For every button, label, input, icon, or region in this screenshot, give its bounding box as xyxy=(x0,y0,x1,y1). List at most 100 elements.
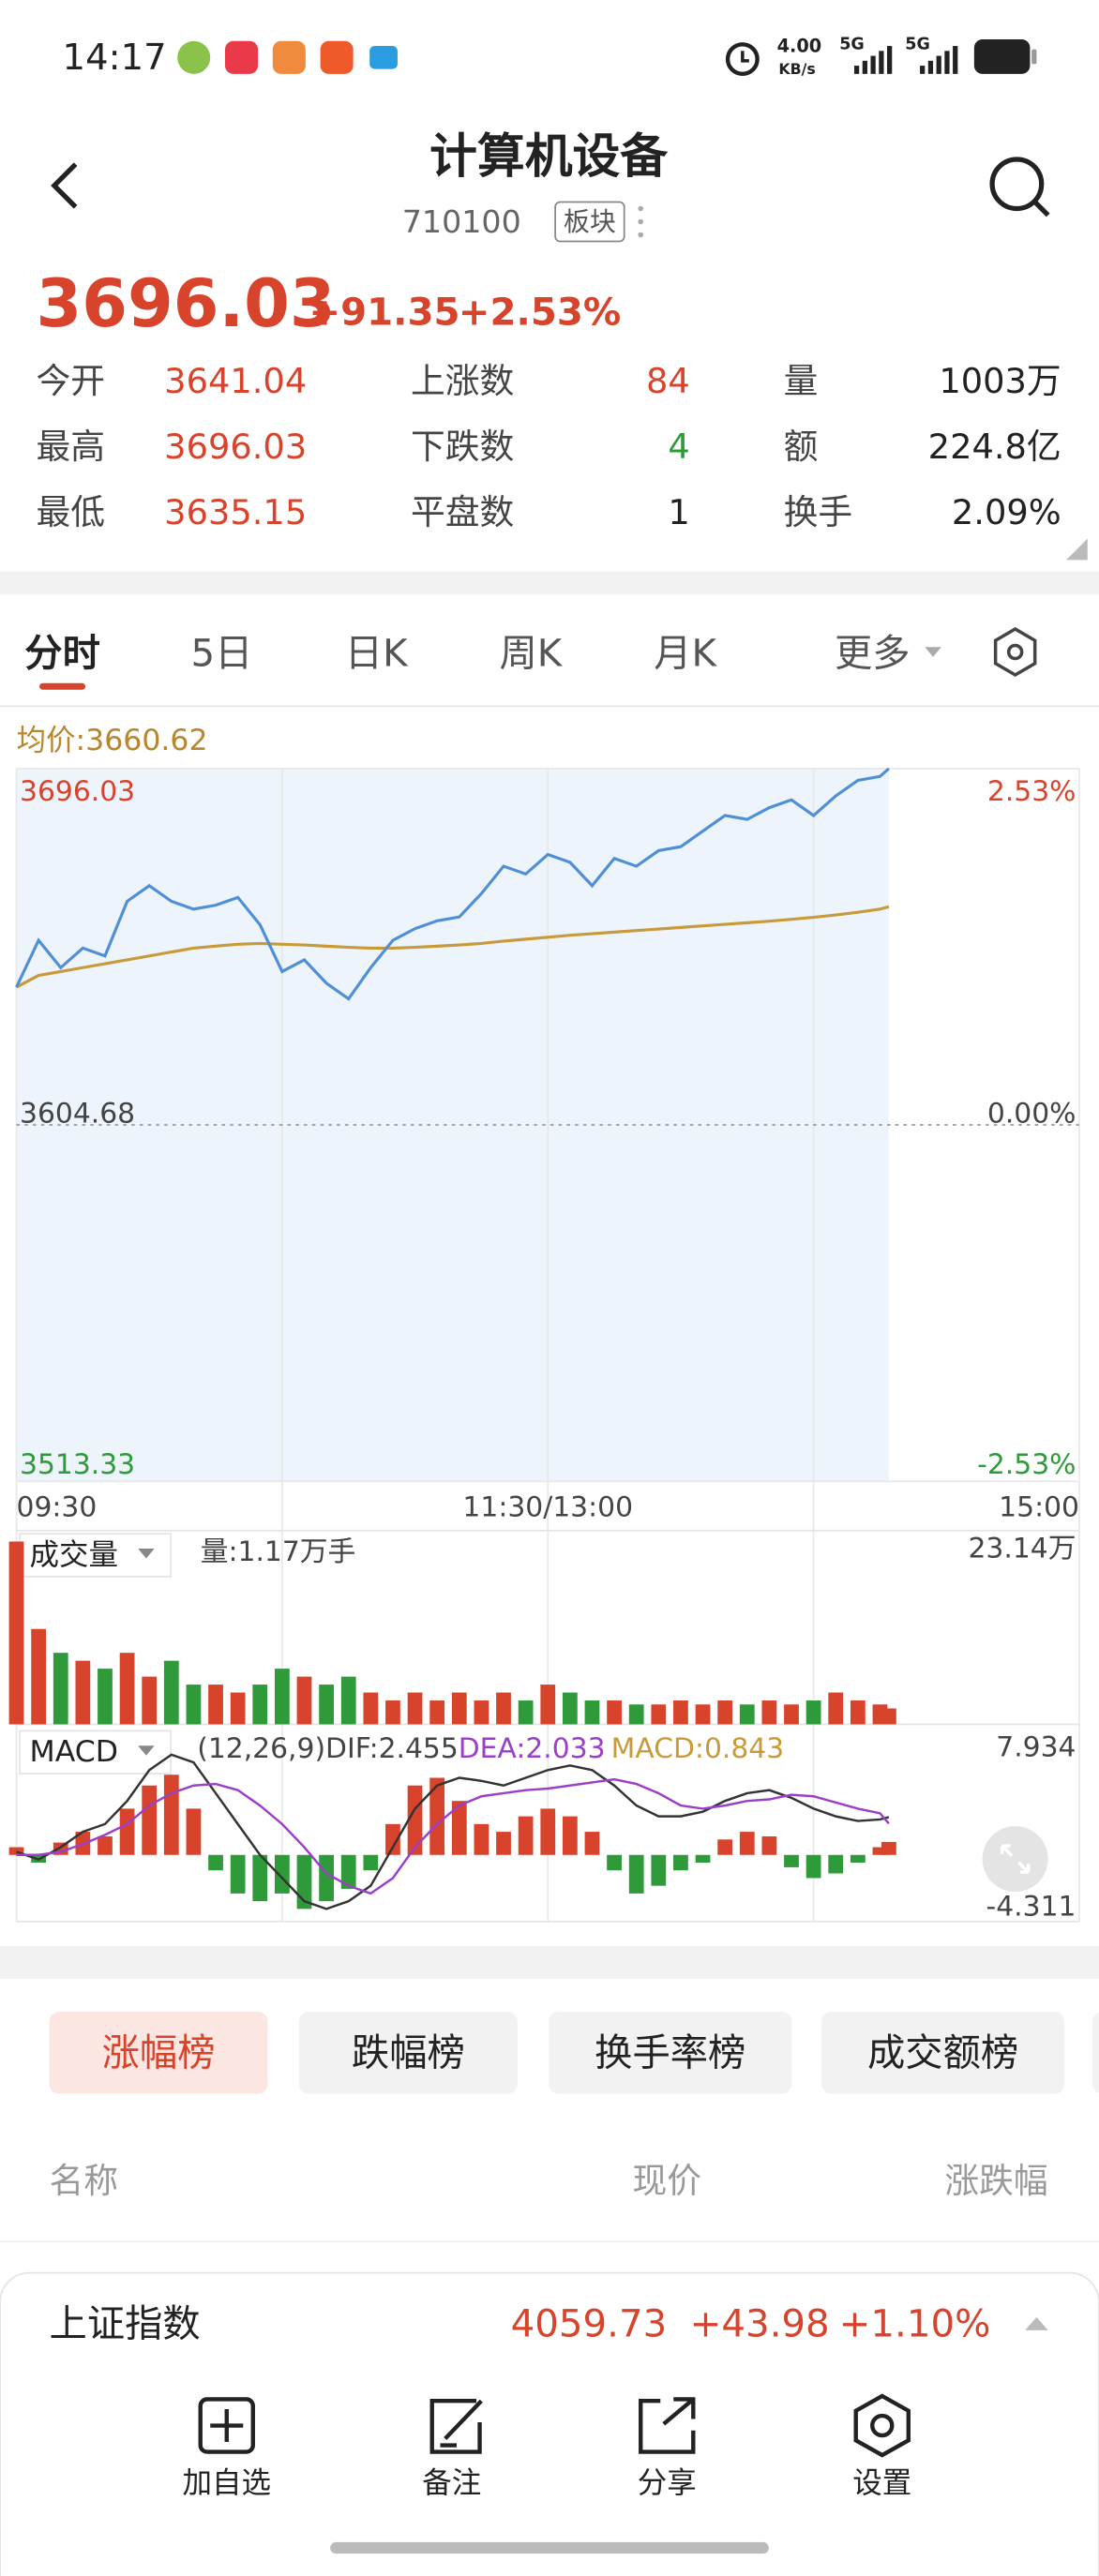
column-header: 现价 xyxy=(632,2161,701,2201)
volume-bar xyxy=(518,1700,534,1725)
volume-bar xyxy=(429,1700,445,1725)
volume-bar xyxy=(340,1676,356,1725)
volume-bar xyxy=(673,1700,688,1725)
price-change: +91.35 xyxy=(309,290,459,334)
volume-bar xyxy=(828,1692,844,1725)
y2-tick-label: -2.53% xyxy=(977,1448,1076,1481)
share-icon[interactable] xyxy=(639,2397,696,2454)
fullscreen-icon xyxy=(1000,1844,1031,1874)
rank-button[interactable] xyxy=(820,2012,1065,2094)
tab[interactable]: 日K xyxy=(345,632,409,676)
settings-icon-core xyxy=(1006,643,1024,661)
macd-bar xyxy=(275,1854,290,1894)
separator xyxy=(0,1945,1099,1980)
macd-bar xyxy=(628,1854,644,1894)
volume-bar xyxy=(540,1685,556,1725)
settings-icon[interactable] xyxy=(853,2393,911,2458)
clock: 14:17 xyxy=(63,37,167,79)
volume-bar xyxy=(628,1704,644,1725)
bottom-sheet xyxy=(0,2271,1099,2576)
y-tick-label: 3513.33 xyxy=(20,1448,135,1481)
search-button[interactable] xyxy=(989,157,1050,217)
volume-bar xyxy=(784,1704,799,1725)
macd-bar xyxy=(319,1854,334,1902)
volume-bar xyxy=(761,1700,777,1725)
tab[interactable]: 5日 xyxy=(191,632,253,676)
network-label: 5G xyxy=(905,35,930,53)
back-button[interactable] xyxy=(51,162,78,209)
macd-bar xyxy=(142,1785,158,1855)
avg-price: 均价:3660.62 xyxy=(17,724,208,757)
dea-line xyxy=(16,1777,890,1895)
rank-button[interactable] xyxy=(298,2012,518,2094)
column-header: 名称 xyxy=(50,2161,119,2201)
macd-bar xyxy=(850,1854,866,1863)
macd-bar xyxy=(429,1777,445,1855)
macd-bar xyxy=(828,1854,844,1874)
rank-button[interactable] xyxy=(549,2012,792,2094)
macd-bar xyxy=(451,1801,467,1855)
index-change-pct: +1.10% xyxy=(839,2301,991,2345)
macd-bar xyxy=(761,1836,777,1855)
volume-bar xyxy=(75,1660,91,1725)
collapse-arrow[interactable] xyxy=(1025,2316,1048,2330)
stat-label: 量 xyxy=(784,361,819,401)
macd-params: (12,26,9)DIF:2.455 xyxy=(197,1732,459,1765)
last-price: 3696.03 xyxy=(37,265,336,342)
more-dots[interactable] xyxy=(638,205,644,238)
macd-bar xyxy=(363,1854,379,1871)
action-label[interactable]: 分享 xyxy=(638,2466,697,2500)
rank-button[interactable] xyxy=(1091,2012,1099,2094)
stat-value: 1003万 xyxy=(939,361,1061,401)
macd-bar xyxy=(208,1854,223,1871)
volume-label: 成交量 xyxy=(30,1538,119,1572)
macd-bar xyxy=(805,1854,821,1879)
stat-label: 平盘数 xyxy=(411,492,514,532)
rank-button-label[interactable]: 涨幅榜 xyxy=(102,2030,216,2074)
action-label[interactable]: 设置 xyxy=(852,2466,911,2500)
settings-icon[interactable] xyxy=(993,626,1037,678)
page-title: 计算机设备 xyxy=(429,128,669,184)
note-icon[interactable] xyxy=(429,2399,483,2454)
x-tick-label: 15:00 xyxy=(999,1491,1079,1524)
add-watch-icon[interactable] xyxy=(198,2397,255,2454)
volume-bar xyxy=(584,1700,600,1725)
y2-tick-label: 0.00% xyxy=(987,1097,1076,1130)
tab[interactable]: 周K xyxy=(500,632,564,676)
macd-bar xyxy=(651,1854,667,1886)
volume-bar xyxy=(562,1692,578,1725)
stat-label: 今开 xyxy=(37,361,106,401)
volume-bar xyxy=(230,1692,246,1725)
volume-bar xyxy=(8,1541,24,1725)
stat-label: 下跌数 xyxy=(411,427,514,467)
volume-bar xyxy=(739,1704,755,1725)
stat-value: 1 xyxy=(668,492,689,532)
avg-line xyxy=(15,905,890,989)
rank-button-label[interactable]: 跌幅榜 xyxy=(352,2030,465,2074)
tab[interactable]: 月K xyxy=(654,632,717,676)
stat-value: 4 xyxy=(668,427,689,467)
macd-bar xyxy=(474,1823,489,1855)
rank-button-label[interactable]: 成交额榜 xyxy=(867,2030,1018,2074)
tab[interactable]: 分时 xyxy=(24,632,100,676)
macd-dea: DEA:2.033 xyxy=(459,1732,606,1765)
stat-value: 3641.04 xyxy=(164,361,307,401)
macd-bar xyxy=(230,1854,246,1894)
fullscreen-button[interactable] xyxy=(982,1826,1048,1893)
rank-button-label[interactable]: 换手率榜 xyxy=(595,2030,745,2074)
action-label[interactable]: 加自选 xyxy=(182,2466,271,2500)
stock-code: 710100 xyxy=(402,203,521,240)
volume-bar xyxy=(275,1669,290,1725)
tab[interactable]: 更多 xyxy=(835,632,911,676)
rank-button[interactable] xyxy=(49,2012,268,2094)
volume-bar xyxy=(31,1628,47,1725)
macd-bar xyxy=(163,1775,179,1855)
tab-indicator xyxy=(39,682,86,690)
index-price: 4059.73 xyxy=(511,2301,668,2345)
dropdown-arrow xyxy=(138,1549,155,1559)
macd-bar xyxy=(340,1854,356,1889)
macd-bar xyxy=(496,1832,511,1855)
volume-bar xyxy=(296,1676,312,1725)
dropdown-arrow xyxy=(925,647,941,657)
action-label[interactable]: 备注 xyxy=(422,2466,481,2500)
